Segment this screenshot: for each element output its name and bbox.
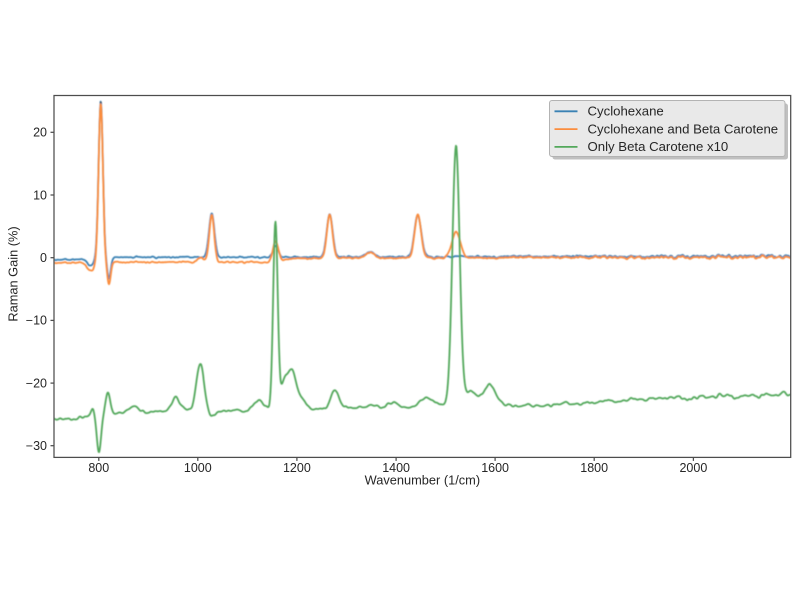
svg-text:1400: 1400 [382,461,410,475]
svg-text:0: 0 [40,251,47,265]
svg-text:Raman Gain (%): Raman Gain (%) [5,226,20,321]
svg-text:1800: 1800 [580,461,608,475]
svg-text:−20: −20 [26,376,47,390]
svg-text:1200: 1200 [283,461,311,475]
svg-text:Wavenumber (1/cm): Wavenumber (1/cm) [365,473,480,488]
svg-text:1000: 1000 [184,461,212,475]
svg-text:−30: −30 [26,439,47,453]
svg-text:2000: 2000 [679,461,707,475]
svg-text:800: 800 [88,461,109,475]
svg-text:Cyclohexane and Beta Carotene: Cyclohexane and Beta Carotene [588,121,779,136]
svg-text:1600: 1600 [481,461,509,475]
svg-text:Cyclohexane: Cyclohexane [588,104,664,119]
svg-text:20: 20 [33,126,47,140]
svg-text:10: 10 [33,188,47,202]
svg-text:Only Beta Carotene x10: Only Beta Carotene x10 [588,139,729,154]
svg-text:−10: −10 [26,314,47,328]
